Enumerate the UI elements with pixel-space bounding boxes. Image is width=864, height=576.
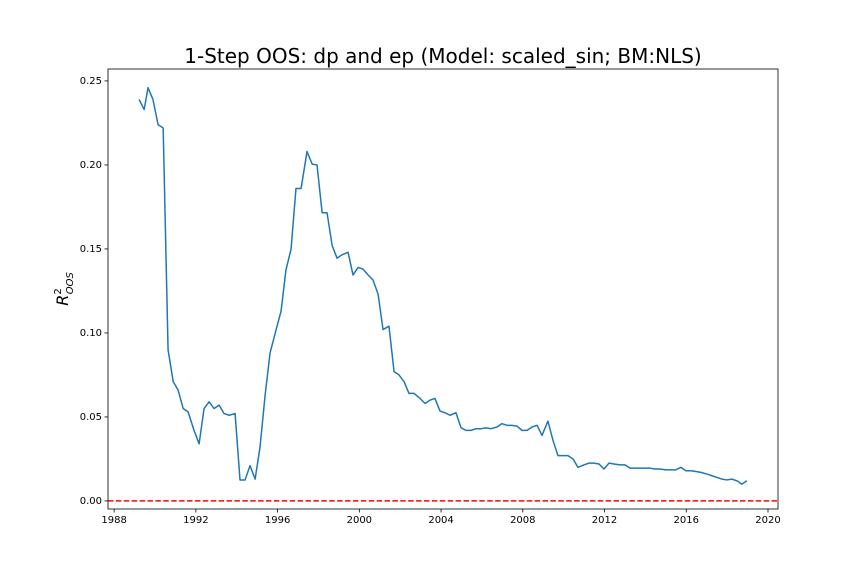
y-tick-label: 0.05 bbox=[80, 412, 102, 423]
y-tick-label: 0.10 bbox=[80, 328, 102, 339]
x-tick-label: 2012 bbox=[592, 515, 617, 526]
x-tick-label: 2020 bbox=[755, 515, 780, 526]
x-tick-label: 2000 bbox=[347, 515, 372, 526]
y-label-sub: OOS bbox=[65, 272, 76, 295]
data-line bbox=[138, 86, 748, 485]
y-tick-label: 0.20 bbox=[80, 160, 102, 171]
y-label-sup: 2 bbox=[53, 288, 64, 294]
chart-title: 1-Step OOS: dp and ep (Model: scaled_sin… bbox=[184, 44, 701, 68]
plot-frame bbox=[107, 68, 779, 510]
y-tick-label: 0.25 bbox=[80, 76, 102, 87]
y-tick-label: 0.15 bbox=[80, 244, 102, 255]
x-tick-label: 1992 bbox=[183, 515, 208, 526]
x-tick-label: 2004 bbox=[428, 515, 453, 526]
x-tick-label: 1988 bbox=[101, 515, 126, 526]
y-label-base: R bbox=[53, 295, 72, 306]
y-axis-label: R2OOS bbox=[53, 272, 76, 306]
x-tick-label: 2008 bbox=[510, 515, 535, 526]
y-tick-label: 0.00 bbox=[80, 496, 102, 507]
x-tick-label: 1996 bbox=[265, 515, 290, 526]
x-tick-label: 2016 bbox=[674, 515, 699, 526]
